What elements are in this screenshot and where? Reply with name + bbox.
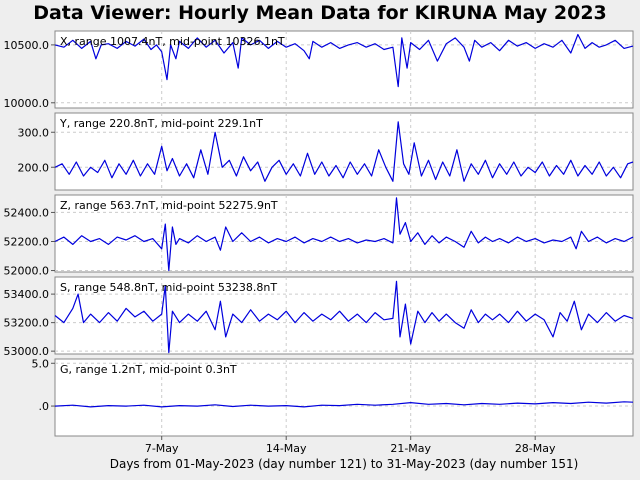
series-line-y [54, 121, 634, 182]
x-tick-label: 7-May [145, 442, 179, 455]
panel-label: S, range 548.8nT, mid-point 53238.8nT [60, 281, 277, 294]
panel-x: 10000.0 10500.0 X, range 1007.4nT, mid-poi… [4, 30, 634, 110]
x-tick-label: 14-May [266, 442, 307, 455]
y-tick-label: .0 [39, 400, 50, 413]
x-axis-caption: Days from 01-May-2023 (day number 121) t… [109, 457, 579, 471]
panel-s: 53000.0 53200.0 53400.0 S, range 548.8nT, m… [4, 276, 634, 358]
panel-frame [54, 194, 634, 273]
series-line-z [54, 197, 634, 272]
y-tick-label: 5.0 [32, 357, 50, 370]
panel-frame [54, 30, 634, 109]
panel-y: 200.0 300.0 Y, range 220.8nT, mid-point 22… [18, 112, 634, 191]
panel-label: Z, range 563.7nT, mid-point 52275.9nT [60, 199, 278, 212]
y-tick-label: 52400.0 [4, 206, 50, 219]
x-tick-label: 21-May [390, 442, 431, 455]
chart-title: Data Viewer: Hourly Mean Data for KIRUNA… [33, 2, 607, 24]
y-tick-label: 53400.0 [4, 288, 50, 301]
panel-z: 52000.0 52200.0 52400.0 Z, range 563.7nT, m… [4, 194, 634, 278]
panel-label: X, range 1007.4nT, mid-point 10326.1nT [60, 35, 285, 48]
series-line-x [54, 33, 634, 88]
panel-label: Y, range 220.8nT, mid-point 229.1nT [59, 117, 263, 130]
y-tick-label: 53200.0 [4, 317, 50, 330]
y-tick-label: 10500.0 [4, 39, 50, 52]
panel-g: .0 5.0 G, range 1.2nT, mid-point 0.3nT [32, 357, 634, 437]
y-tick-label: 52000.0 [4, 265, 50, 278]
panel-label: G, range 1.2nT, mid-point 0.3nT [60, 363, 237, 376]
series-line-s [54, 280, 634, 354]
y-tick-label: 53000.0 [4, 345, 50, 358]
y-tick-label: 52200.0 [4, 235, 50, 248]
y-tick-label: 300.0 [18, 126, 50, 139]
panel-frame [54, 358, 634, 437]
y-tick-label: 10000.0 [4, 97, 50, 110]
series-line-g [54, 401, 634, 408]
x-tick-label: 28-May [515, 442, 556, 455]
y-tick-label: 200.0 [18, 161, 50, 174]
